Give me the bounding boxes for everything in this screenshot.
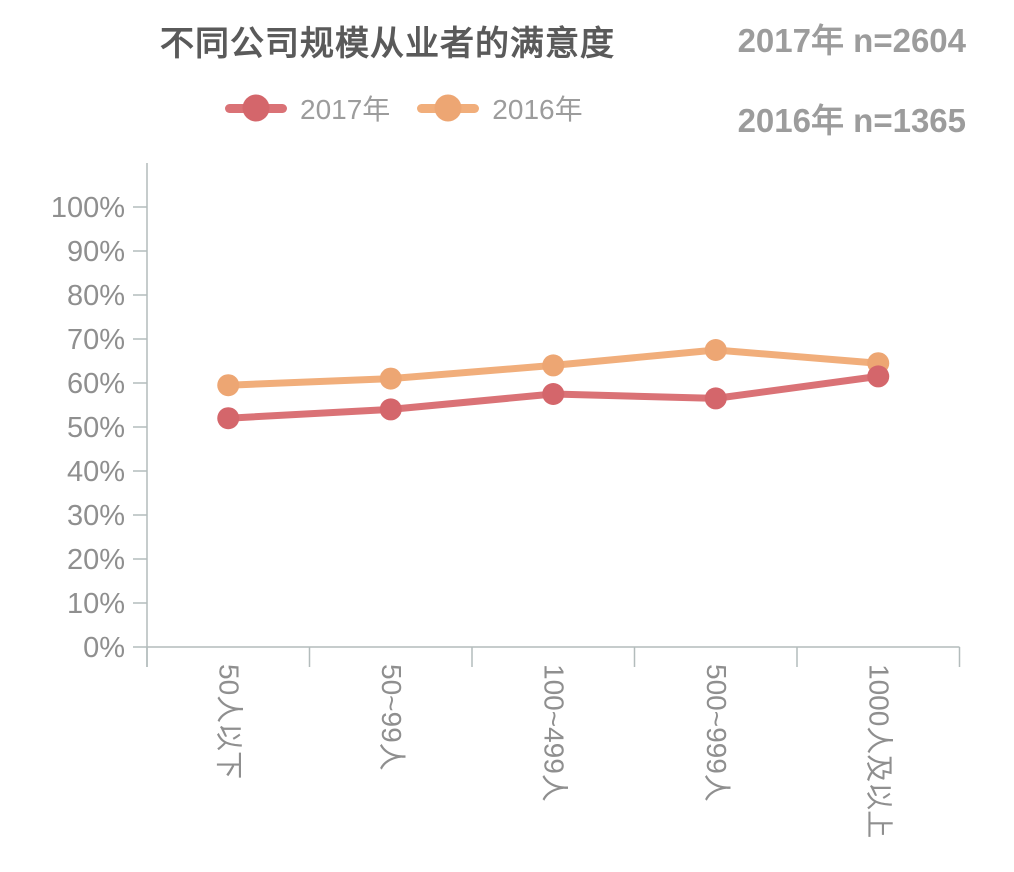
data-point-2017年-50人以下 (217, 407, 240, 430)
legend-item-2016: 2016年 (417, 88, 583, 128)
data-point-2017年-1000人及以上 (867, 365, 890, 388)
x-axis-category-label: 1000人及以上 (863, 664, 894, 838)
x-axis-category-label: 50人以下 (213, 664, 244, 779)
legend-dot-icon (434, 94, 462, 122)
legend-item-2017: 2017年 (225, 88, 390, 128)
x-axis-category-label: 500~999人 (701, 664, 732, 802)
x-axis-category-label: 100~499人 (538, 664, 569, 802)
y-axis-tick-label: 40% (67, 456, 125, 488)
data-point-2017年-500~999人 (704, 387, 727, 410)
chart-legend: 2017年 2016年 (225, 92, 583, 125)
data-point-2017年-50~99人 (379, 398, 402, 421)
data-point-2016年-500~999人 (704, 339, 727, 361)
legend-label-2016: 2016年 (492, 94, 583, 125)
chart-title: 不同公司规模从业者的满意度 (160, 25, 615, 63)
y-axis-tick-label: 80% (67, 280, 125, 312)
x-axis-category-label: 50~99人 (376, 664, 407, 771)
legend-dot-icon (242, 94, 270, 122)
data-point-2016年-50人以下 (217, 374, 240, 397)
y-axis-tick-label: 0% (83, 632, 125, 664)
data-point-2016年-100~499人 (542, 354, 565, 377)
y-axis-tick-label: 20% (67, 544, 125, 576)
y-axis-tick-label: 90% (67, 236, 125, 268)
data-point-2016年-50~99人 (379, 367, 402, 390)
y-axis-tick-label: 100% (51, 192, 125, 224)
legend-line-dot-icon (417, 94, 480, 122)
y-axis-tick-label: 70% (67, 324, 125, 356)
y-axis-tick-label: 50% (67, 412, 125, 444)
legend-line-dot-icon (225, 94, 287, 122)
data-point-2017年-100~499人 (542, 383, 565, 405)
legend-label-2017: 2017年 (300, 94, 391, 125)
sample-size-2016: 2016年 n=1365 (737, 102, 966, 139)
y-axis-tick-label: 10% (67, 588, 125, 620)
sample-size-2017: 2017年 n=2604 (737, 22, 966, 59)
y-axis-tick-label: 30% (67, 500, 125, 532)
sample-size-notes: 2017年 n=2604 2016年 n=1365 (738, 14, 966, 142)
y-axis-tick-label: 60% (67, 368, 125, 400)
